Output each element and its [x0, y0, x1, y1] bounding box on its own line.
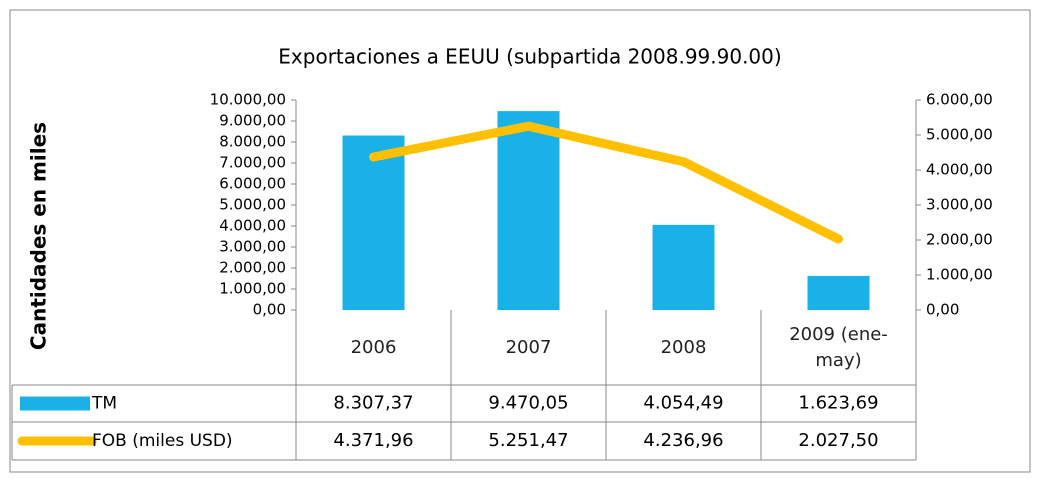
category-text: 2006	[350, 336, 397, 358]
y-tick-label: 3.000,00	[219, 238, 286, 256]
y-tick-label: 7.000,00	[219, 154, 286, 172]
y2-tick-label: 2.000,00	[926, 231, 993, 249]
chart-title: Exportaciones a EEUU (subpartida 2008.99…	[278, 45, 781, 69]
table-value: 4.236,96	[643, 430, 723, 451]
bar	[497, 111, 560, 310]
category-label: 2009 (ene-may)	[761, 310, 916, 385]
y-tick-label: 9.000,00	[219, 112, 286, 130]
y-tick-label: 8.000,00	[219, 133, 286, 151]
legend-swatch	[20, 396, 90, 411]
y2-tick-label: 0,00	[926, 301, 959, 319]
bar	[652, 224, 715, 310]
y2-tick-label: 4.000,00	[926, 161, 993, 179]
y2-tick-label: 1.000,00	[926, 266, 993, 284]
y2-tick-label: 6.000,00	[926, 91, 993, 109]
y-axis-label: Cantidades en miles	[27, 122, 51, 350]
y-tick-label: 5.000,00	[219, 196, 286, 214]
category-label: 2006	[296, 310, 451, 385]
y-tick-label: 0,00	[253, 301, 286, 319]
table-value: 4.371,96	[333, 430, 413, 451]
bar	[807, 275, 870, 310]
y2-tick-label: 3.000,00	[926, 196, 993, 214]
line	[369, 121, 843, 244]
y-tick-label: 2.000,00	[219, 259, 286, 277]
y-tick-label: 4.000,00	[219, 217, 286, 235]
legend-label: FOB (miles USD)	[92, 431, 233, 451]
table-value: 4.054,49	[643, 393, 723, 414]
legend-label: TM	[91, 394, 117, 414]
table-value: 1.623,69	[798, 393, 878, 414]
category-label: 2007	[451, 310, 606, 385]
table-value: 2.027,50	[798, 430, 878, 451]
category-text: 2007	[505, 336, 552, 358]
category-text: 2008	[660, 336, 707, 358]
table-value: 8.307,37	[333, 393, 413, 414]
category-text: 2009 (ene-may)	[789, 323, 888, 371]
bar	[342, 135, 405, 310]
table-value: 5.251,47	[488, 430, 568, 451]
y-tick-label: 1.000,00	[219, 280, 286, 298]
category-label: 2008	[606, 310, 761, 385]
y-tick-label: 6.000,00	[219, 175, 286, 193]
table-value: 9.470,05	[488, 393, 568, 414]
y-tick-label: 10.000,00	[210, 91, 286, 109]
y2-tick-label: 5.000,00	[926, 126, 993, 144]
